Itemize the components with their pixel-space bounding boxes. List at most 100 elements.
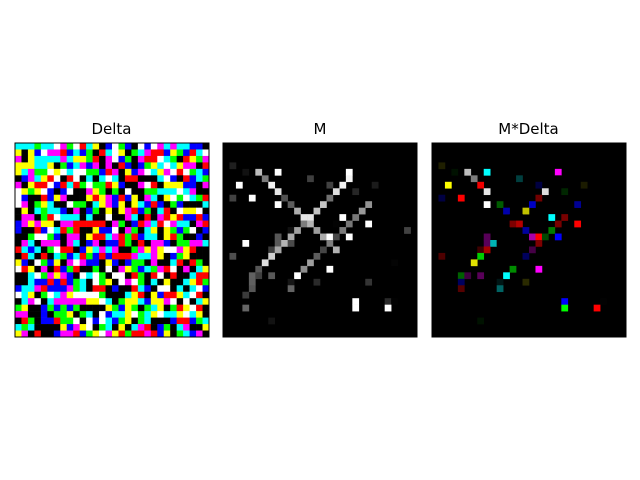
pixel (73, 181, 80, 189)
pixel (60, 162, 68, 170)
pixel (60, 311, 68, 318)
pixel (27, 194, 35, 202)
pixel (189, 175, 197, 183)
pixel (516, 175, 523, 183)
pixel (86, 278, 93, 286)
pixel (255, 272, 263, 280)
pixel (131, 175, 139, 183)
pixel (99, 168, 106, 176)
pixel (176, 330, 184, 338)
pixel (170, 220, 177, 228)
pixel (73, 272, 80, 280)
pixel (261, 175, 269, 183)
pixel (176, 272, 184, 280)
pixel (53, 155, 61, 163)
pixel (509, 265, 517, 273)
pixel (99, 162, 106, 170)
pixel (79, 162, 87, 170)
pixel (170, 272, 177, 280)
pixel (516, 220, 523, 228)
pixel (170, 298, 177, 305)
pixel (477, 272, 485, 280)
pixel (470, 259, 478, 267)
pixel (15, 330, 22, 338)
pixel (137, 324, 145, 331)
pixel (53, 265, 61, 273)
pixel (124, 240, 132, 247)
pixel (183, 272, 190, 280)
pixel (157, 155, 165, 163)
pixel (307, 214, 314, 221)
pixel (112, 233, 119, 241)
pixel (189, 194, 197, 202)
pixel (170, 304, 177, 312)
pixel (73, 214, 80, 221)
pixel (163, 233, 171, 241)
pixel (124, 207, 132, 215)
pixel (541, 246, 549, 254)
pixel (150, 227, 158, 234)
pixel (183, 155, 190, 163)
pixel (27, 240, 35, 247)
pixel (53, 181, 61, 189)
pixel (86, 330, 93, 338)
pixel (99, 272, 106, 280)
pixel (268, 252, 276, 260)
pixel (131, 181, 139, 189)
pixel (92, 240, 100, 247)
pixel (529, 201, 536, 208)
pixel (86, 207, 93, 215)
pixel (371, 181, 379, 189)
pixel (53, 272, 61, 280)
pixel (150, 201, 158, 208)
pixel (176, 188, 184, 196)
pixel (144, 272, 152, 280)
pixel (144, 227, 152, 234)
pixel (268, 181, 276, 189)
pixel (53, 214, 61, 221)
pixel (150, 298, 158, 305)
pixel (40, 143, 48, 150)
pixel (112, 188, 119, 196)
pixel (47, 246, 55, 254)
pixel (496, 240, 504, 247)
pixel (287, 278, 295, 286)
pixel (105, 285, 113, 293)
pixel (391, 298, 398, 305)
pixel (86, 149, 93, 157)
pixel (27, 155, 35, 163)
pixel (580, 181, 588, 189)
pixel (281, 194, 288, 202)
pixel (320, 201, 327, 208)
pixel (60, 188, 68, 196)
pixel (202, 272, 210, 280)
pixel (79, 285, 87, 293)
pixel (66, 214, 74, 221)
pixel (451, 291, 459, 299)
pixel (73, 285, 80, 293)
pixel (118, 272, 126, 280)
pixel (86, 194, 93, 202)
pixel (27, 162, 35, 170)
pixel (196, 240, 203, 247)
pixel (105, 265, 113, 273)
pixel (21, 252, 29, 260)
pixel (242, 240, 250, 247)
pixel (86, 188, 93, 196)
pixel (157, 265, 165, 273)
pixel (105, 149, 113, 157)
pixel (112, 291, 119, 299)
pixel (27, 278, 35, 286)
pixel (229, 194, 237, 202)
pixel (60, 252, 68, 260)
pixel (79, 207, 87, 215)
pixel (86, 252, 93, 260)
pixel (21, 162, 29, 170)
pixel (40, 240, 48, 247)
pixel (567, 207, 575, 215)
pixel (86, 181, 93, 189)
pixel (86, 259, 93, 267)
pixel (34, 285, 42, 293)
pixel (202, 220, 210, 228)
pixel (92, 285, 100, 293)
